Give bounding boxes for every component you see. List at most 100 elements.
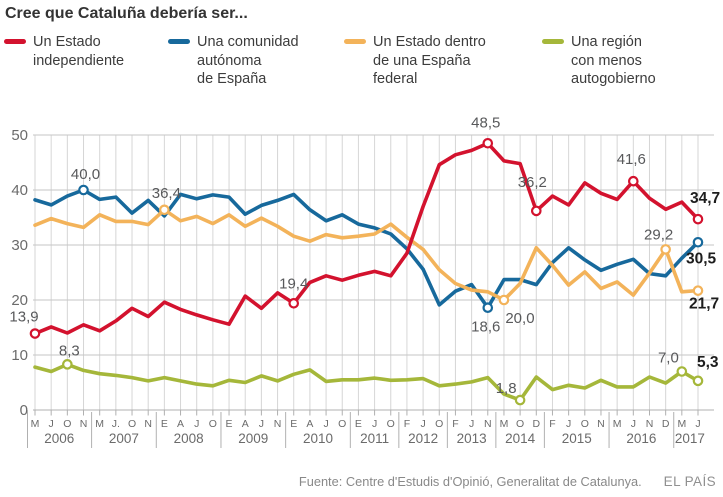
x-axis-month-label: J <box>323 418 328 430</box>
x-axis-month-label: E <box>226 418 233 430</box>
footer: Fuente: Centre d'Estudis d'Opinió, Gener… <box>0 474 716 489</box>
x-axis-year-label: 2007 <box>109 431 139 446</box>
x-axis-month-label: E <box>290 418 297 430</box>
x-axis-month-label: D <box>662 418 670 430</box>
legend: Un Estado independiente Una comunidad aut… <box>0 33 723 103</box>
legend-item-region-menos-autogobierno: Una región con menos autogobierno <box>542 33 656 89</box>
x-axis-month-label: J <box>259 418 264 430</box>
legend-swatch-icon <box>4 39 26 44</box>
x-axis-month-label: J <box>372 418 377 430</box>
legend-label: Una comunidad autónoma de España <box>197 34 299 88</box>
y-axis-label: 50 <box>11 127 28 144</box>
data-label: 34,7 <box>690 190 720 207</box>
legend-label: Un Estado dentro de una España federal <box>373 34 486 88</box>
data-point-marker-region-menos-autogobierno <box>692 375 704 387</box>
x-axis-year-label: 2014 <box>505 431 536 446</box>
data-label: 7,0 <box>658 350 679 367</box>
data-label: 41,6 <box>617 151 646 168</box>
x-axis-month-label: J <box>566 418 571 430</box>
x-axis-year-label: 2011 <box>360 431 389 446</box>
x-axis-month-label: A <box>242 418 249 430</box>
legend-item-comunidad-autonoma: Una comunidad autónoma de España <box>168 33 299 89</box>
x-axis-year-label: 2015 <box>562 431 592 446</box>
data-point-marker-region-menos-autogobierno <box>514 394 526 406</box>
data-point-marker-espana-federal <box>660 244 671 255</box>
legend-swatch-icon <box>344 39 366 44</box>
x-axis-month-label: M <box>31 418 40 430</box>
data-point-marker-espana-federal <box>498 294 510 306</box>
series-line-comunidad-autonoma <box>33 188 700 310</box>
x-axis-month-label: O <box>128 418 136 430</box>
x-axis-month-label: M <box>613 418 622 430</box>
x-axis-year-label: 2008 <box>174 431 204 446</box>
legend-swatch-icon <box>542 39 564 44</box>
x-axis-month-label: O <box>338 418 346 430</box>
x-axis-month-label: J <box>631 418 636 430</box>
x-axis-month-label: N <box>646 418 654 430</box>
x-axis-year-label: 2016 <box>626 431 656 446</box>
y-axis-label: 40 <box>11 182 28 199</box>
x-axis-month-label: N <box>484 418 492 430</box>
x-axis-month-label: E <box>161 418 168 430</box>
legend-swatch-icon <box>168 39 190 44</box>
x-axis-month-label: N <box>80 418 88 430</box>
data-point-marker-espana-federal <box>692 285 704 296</box>
x-axis-month-label: O <box>581 418 589 430</box>
x-axis-year-label: 2012 <box>408 431 438 446</box>
data-point-marker-espana-federal <box>159 204 170 216</box>
x-axis-month-label: J <box>49 418 54 430</box>
series-line-espana-federal <box>33 208 700 302</box>
data-label: 36,2 <box>518 174 547 191</box>
x-axis-month-label: N <box>274 418 282 430</box>
x-axis-month-label: A <box>177 418 184 430</box>
data-point-marker-estado-independiente <box>692 213 704 225</box>
data-point-marker-comunidad-autonoma <box>482 302 494 313</box>
data-point-marker-estado-independiente <box>288 297 300 309</box>
data-label: 1,8 <box>496 380 517 397</box>
data-label: 19,4 <box>279 275 308 292</box>
legend-label: Una región con menos autogobierno <box>571 34 656 88</box>
x-axis-month-label: J <box>420 418 425 430</box>
data-point-marker-comunidad-autonoma <box>78 184 89 196</box>
data-point-marker-region-menos-autogobierno <box>62 359 73 370</box>
x-axis-month-label: O <box>387 418 395 430</box>
data-label: 20,0 <box>505 310 534 327</box>
data-point-marker-estado-independiente <box>530 205 542 217</box>
data-label: 21,7 <box>689 296 719 313</box>
data-point-marker-comunidad-autonoma <box>692 236 704 248</box>
x-axis-year-label: 2013 <box>457 431 487 446</box>
data-label: 48,5 <box>471 114 500 131</box>
x-axis-month-label: N <box>597 418 605 430</box>
x-axis-year-label: 2009 <box>238 431 268 446</box>
data-label: 29,2 <box>644 226 673 243</box>
x-axis-month-label: O <box>63 418 71 430</box>
x-axis-year-label: 2017 <box>675 431 705 446</box>
series-line-estado-independiente <box>33 141 700 336</box>
page-title: Cree que Cataluña debería ser... <box>5 5 248 22</box>
x-axis-year-label: 2006 <box>44 431 74 446</box>
x-axis-month-label: M <box>677 418 686 430</box>
x-axis-month-label: O <box>435 418 443 430</box>
legend-item-espana-federal: Un Estado dentro de una España federal <box>344 33 486 89</box>
data-point-marker-region-menos-autogobierno <box>676 366 688 377</box>
x-axis-month-label: F <box>549 418 555 430</box>
data-label: 8,3 <box>59 342 80 359</box>
y-axis-label: 30 <box>11 237 28 254</box>
data-label: 13,9 <box>9 309 38 326</box>
data-point-marker-estado-independiente <box>628 175 639 187</box>
x-axis-month-label: J. <box>112 418 120 430</box>
x-axis-month-label: M <box>500 418 509 430</box>
data-label: 5,3 <box>697 354 719 371</box>
data-label: 40,0 <box>71 166 100 183</box>
source-note: Fuente: Centre d'Estudis d'Opinió, Gener… <box>298 474 642 489</box>
x-axis-month-label: J <box>194 418 199 430</box>
x-axis-month-label: N <box>144 418 152 430</box>
data-point-marker-estado-independiente <box>482 137 494 149</box>
x-axis-month-label: E <box>355 418 362 430</box>
x-axis-month-label: O <box>516 418 524 430</box>
series-line-region-menos-autogobierno <box>33 362 700 402</box>
data-label: 30,5 <box>686 250 717 267</box>
data-label: 18,6 <box>471 319 500 336</box>
